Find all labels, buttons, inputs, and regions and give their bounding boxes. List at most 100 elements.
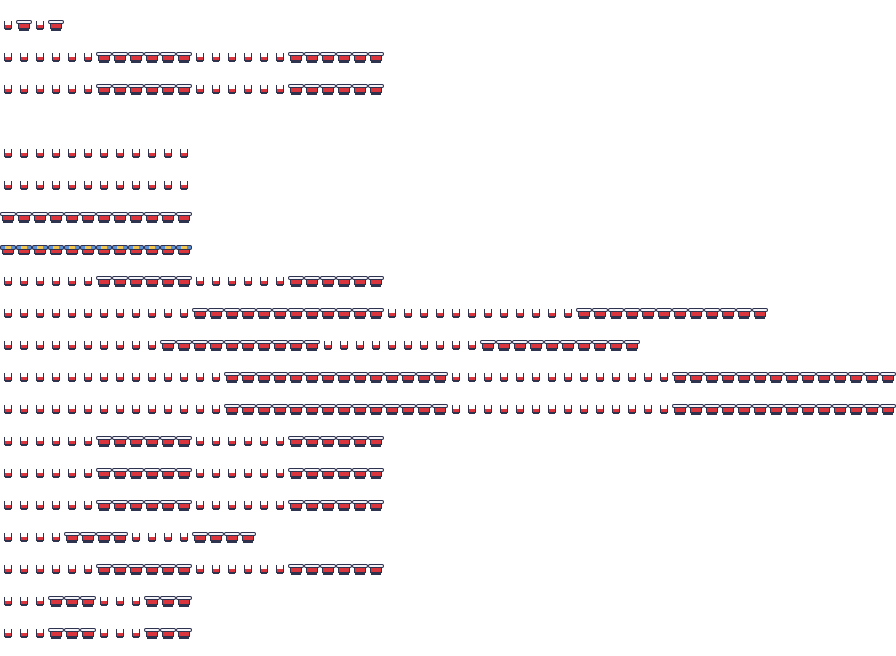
wide-sprite	[272, 338, 288, 354]
wide-sprite	[368, 306, 384, 322]
small-sprite	[144, 402, 160, 418]
small-sprite	[528, 306, 544, 322]
wide-sprite	[112, 562, 128, 578]
small-sprite	[112, 146, 128, 162]
small-sprite	[528, 402, 544, 418]
small-sprite	[256, 498, 272, 514]
wide-sprite	[0, 210, 16, 226]
small-sprite	[80, 146, 96, 162]
small-sprite	[16, 50, 32, 66]
small-sprite	[656, 370, 672, 386]
wide-sprite	[592, 306, 608, 322]
small-sprite	[608, 402, 624, 418]
small-sprite	[16, 562, 32, 578]
small-sprite	[16, 626, 32, 642]
wide-sprite	[160, 50, 176, 66]
wide-sprite	[688, 370, 704, 386]
wide-sprite	[304, 498, 320, 514]
wide-sprite	[672, 402, 688, 418]
small-sprite	[80, 402, 96, 418]
wide-sprite	[144, 82, 160, 98]
wide-sprite	[176, 562, 192, 578]
wide-sprite	[112, 498, 128, 514]
wide-sprite	[784, 370, 800, 386]
wide-sprite	[96, 530, 112, 546]
small-sprite	[656, 402, 672, 418]
wide-sprite	[144, 594, 160, 610]
blue-sprite	[112, 242, 128, 258]
wide-sprite	[416, 370, 432, 386]
small-sprite	[48, 82, 64, 98]
wide-sprite	[48, 594, 64, 610]
blue-sprite	[48, 242, 64, 258]
small-sprite	[128, 146, 144, 162]
wide-sprite	[816, 370, 832, 386]
wide-sprite	[80, 626, 96, 642]
small-sprite	[48, 434, 64, 450]
small-sprite	[16, 434, 32, 450]
wide-sprite	[272, 402, 288, 418]
wide-sprite	[432, 370, 448, 386]
wide-sprite	[272, 306, 288, 322]
small-sprite	[448, 338, 464, 354]
wide-sprite	[336, 498, 352, 514]
wide-sprite	[96, 562, 112, 578]
small-sprite	[240, 274, 256, 290]
wide-sprite	[496, 338, 512, 354]
wide-sprite	[720, 370, 736, 386]
small-sprite	[272, 466, 288, 482]
small-sprite	[416, 338, 432, 354]
blue-sprite	[64, 242, 80, 258]
wide-sprite	[160, 274, 176, 290]
small-sprite	[640, 402, 656, 418]
wide-sprite	[96, 498, 112, 514]
small-sprite	[192, 274, 208, 290]
small-sprite	[16, 82, 32, 98]
wide-sprite	[144, 274, 160, 290]
wide-sprite	[784, 402, 800, 418]
small-sprite	[112, 178, 128, 194]
small-sprite	[0, 82, 16, 98]
small-sprite	[480, 370, 496, 386]
wide-sprite	[64, 594, 80, 610]
small-sprite	[64, 338, 80, 354]
small-sprite	[208, 370, 224, 386]
small-sprite	[32, 306, 48, 322]
small-sprite	[32, 50, 48, 66]
small-sprite	[112, 402, 128, 418]
small-sprite	[16, 466, 32, 482]
wide-sprite	[288, 434, 304, 450]
wide-sprite	[832, 402, 848, 418]
wide-sprite	[736, 402, 752, 418]
blue-sprite	[96, 242, 112, 258]
wide-sprite	[720, 402, 736, 418]
wide-sprite	[128, 82, 144, 98]
wide-sprite	[816, 402, 832, 418]
small-sprite	[192, 370, 208, 386]
small-sprite	[224, 50, 240, 66]
small-sprite	[640, 370, 656, 386]
wide-sprite	[96, 82, 112, 98]
wide-sprite	[320, 306, 336, 322]
small-sprite	[192, 434, 208, 450]
wide-sprite	[640, 306, 656, 322]
small-sprite	[16, 402, 32, 418]
wide-sprite	[320, 498, 336, 514]
wide-sprite	[352, 498, 368, 514]
wide-sprite	[288, 466, 304, 482]
wide-sprite	[368, 82, 384, 98]
wide-sprite	[288, 274, 304, 290]
wide-sprite	[512, 338, 528, 354]
small-sprite	[112, 338, 128, 354]
small-sprite	[96, 626, 112, 642]
wide-sprite	[336, 402, 352, 418]
wide-sprite	[256, 306, 272, 322]
small-sprite	[272, 274, 288, 290]
small-sprite	[128, 306, 144, 322]
small-sprite	[208, 274, 224, 290]
small-sprite	[32, 178, 48, 194]
small-sprite	[608, 370, 624, 386]
wide-sprite	[768, 402, 784, 418]
small-sprite	[416, 306, 432, 322]
